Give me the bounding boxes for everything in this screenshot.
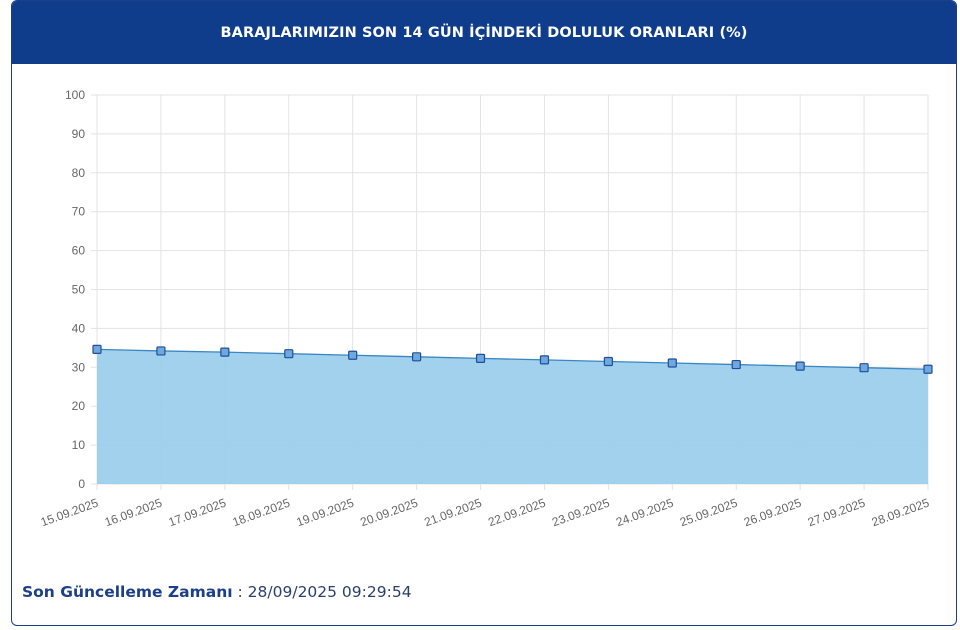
x-tick-label: 28.09.2025 (870, 496, 932, 530)
data-point-marker (284, 349, 294, 359)
y-tick-label: 10 (72, 438, 86, 452)
x-tick-label: 27.09.2025 (806, 496, 868, 530)
data-point-marker (923, 364, 933, 374)
y-tick-label: 60 (72, 244, 86, 258)
area-fill (97, 349, 928, 484)
y-tick-label: 30 (72, 360, 86, 374)
x-tick-label: 23.09.2025 (550, 496, 612, 530)
x-tick-label: 24.09.2025 (614, 496, 676, 530)
chart-title: BARAJLARIMIZIN SON 14 GÜN İÇİNDEKİ DOLUL… (12, 1, 956, 64)
data-point-marker (156, 346, 166, 356)
y-tick-label: 50 (72, 283, 86, 297)
x-tick-label: 16.09.2025 (103, 496, 165, 530)
x-tick-label: 17.09.2025 (167, 496, 229, 530)
data-point-marker (539, 355, 550, 365)
data-point-marker (667, 358, 677, 368)
data-point-marker (412, 352, 422, 362)
last-update-value: 28/09/2025 09:29:54 (247, 583, 412, 601)
data-point-marker (475, 353, 486, 363)
last-update-label: Son Güncelleme Zamanı (22, 583, 233, 601)
y-tick-label: 90 (72, 127, 86, 141)
data-point-marker (92, 344, 102, 355)
last-update-separator: : (232, 583, 248, 601)
x-tick-label: 18.09.2025 (231, 496, 293, 530)
series-line (96, 348, 929, 370)
data-point-marker (731, 359, 741, 370)
data-point-marker (795, 361, 805, 371)
chart-card: BARAJLARIMIZIN SON 14 GÜN İÇİNDEKİ DOLUL… (11, 0, 957, 626)
x-tick-label: 22.09.2025 (486, 496, 548, 530)
y-tick-label: 70 (72, 205, 86, 219)
y-tick-label: 100 (65, 88, 85, 102)
x-tick-label: 26.09.2025 (742, 496, 804, 530)
y-tick-label: 20 (72, 399, 86, 413)
y-tick-label: 40 (72, 321, 86, 335)
x-tick-label: 20.09.2025 (358, 496, 420, 530)
data-point-marker (603, 356, 613, 367)
data-point-marker (348, 350, 358, 360)
y-tick-label: 80 (72, 166, 86, 180)
x-tick-label: 25.09.2025 (678, 496, 740, 530)
y-tick-label: 0 (78, 477, 85, 491)
data-point-marker (859, 363, 869, 373)
data-point-marker (220, 347, 230, 357)
last-update: Son Güncelleme Zamanı : 28/09/2025 09:29… (22, 583, 412, 601)
x-tick-label: 19.09.2025 (294, 496, 356, 530)
x-tick-label: 15.09.2025 (39, 496, 101, 530)
x-tick-label: 21.09.2025 (422, 496, 484, 530)
